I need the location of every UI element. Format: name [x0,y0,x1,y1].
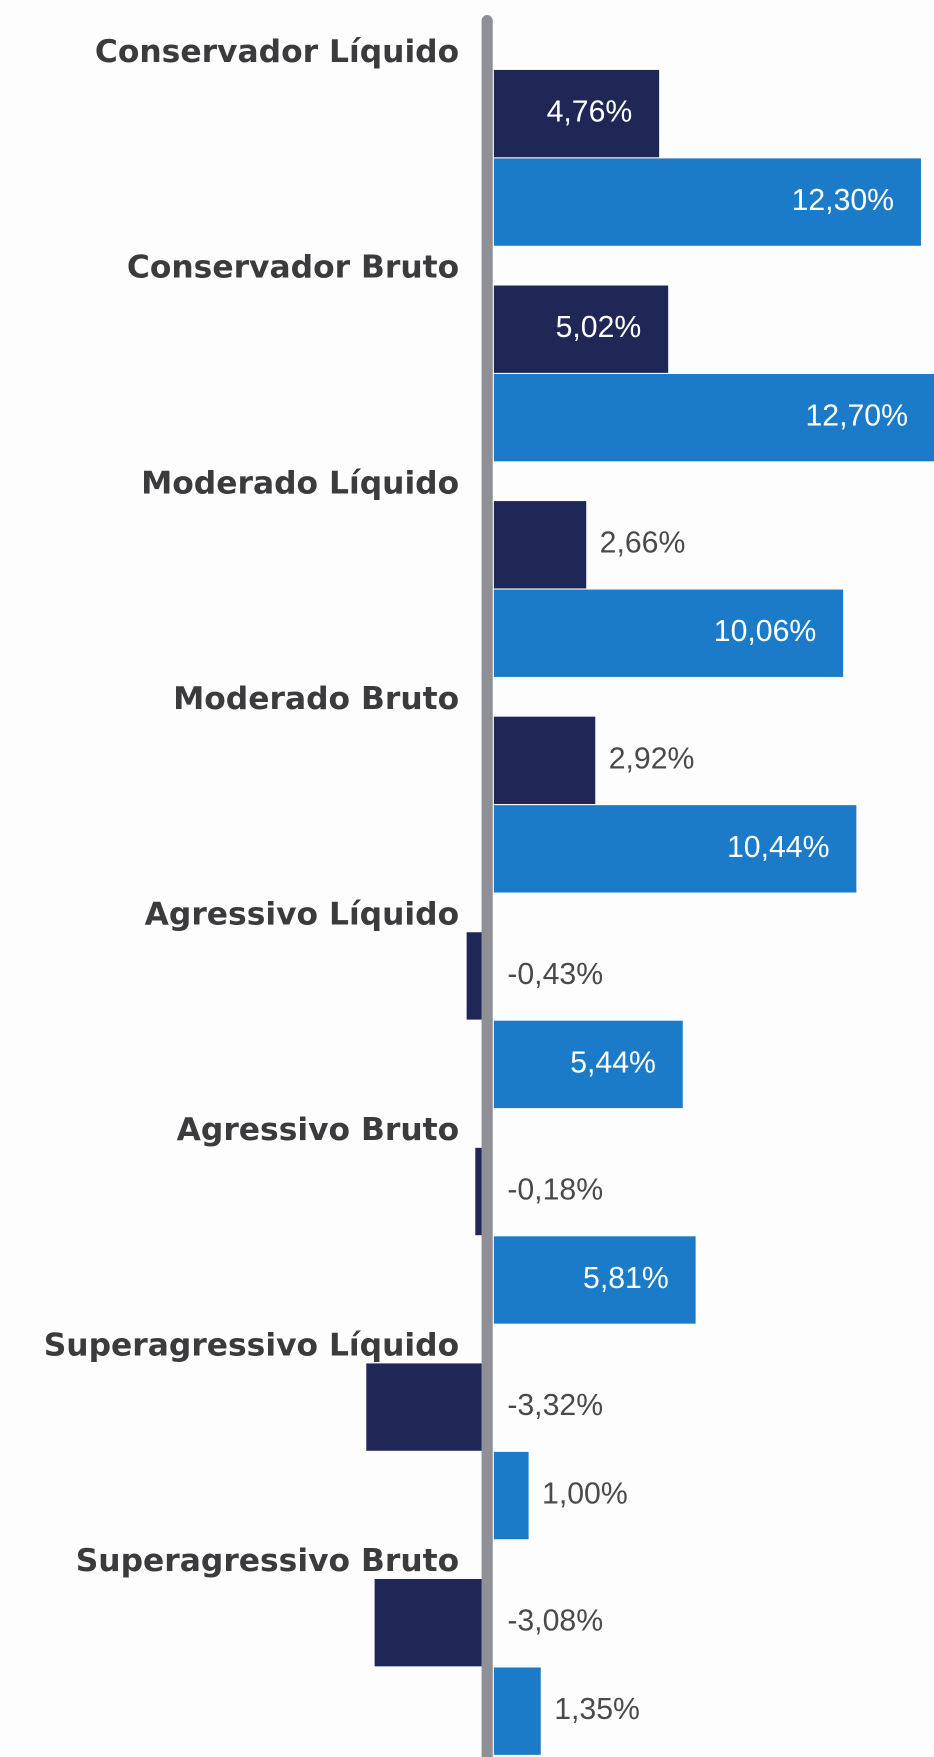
bar [366,1363,482,1451]
category-label: Moderado Bruto [173,681,459,717]
value-label: -0,18% [507,1173,603,1206]
bar [493,1236,696,1324]
category-label: Conservador Líquido [95,34,459,70]
value-label: -3,08% [507,1605,603,1638]
bar [493,285,669,373]
bar [493,805,857,893]
value-label: 1,00% [542,1478,628,1511]
bar [493,1667,541,1755]
bar [493,158,921,246]
category-label: Agressivo Líquido [145,896,460,932]
bar [466,932,482,1020]
bar [493,373,934,462]
value-label: 2,66% [600,527,686,560]
category-label: Moderado Líquido [141,465,459,501]
value-label: 10,44% [727,831,830,864]
value-label: 12,70% [805,400,908,433]
category-label: Superagressivo Bruto [76,1543,459,1579]
bar [493,1451,529,1540]
bar [374,1579,482,1667]
bar [493,69,660,158]
value-label: 5,81% [583,1262,669,1295]
value-label: 4,76% [547,96,633,129]
value-label: 12,30% [792,184,895,217]
value-label: 5,02% [556,311,642,344]
bar [493,716,596,805]
value-label: -3,32% [507,1389,603,1422]
value-label: -0,43% [507,958,603,991]
bar [493,501,587,589]
value-label: 5,44% [570,1046,656,1079]
value-label: 10,06% [714,615,817,648]
bar [493,589,844,677]
category-label: Superagressivo Líquido [44,1328,459,1364]
category-label: Conservador Bruto [127,250,459,286]
bar [493,1020,683,1109]
value-label: 1,35% [554,1693,640,1726]
bar [475,1147,482,1236]
value-label: 2,92% [609,742,695,775]
category-label: Agressivo Bruto [177,1112,460,1148]
